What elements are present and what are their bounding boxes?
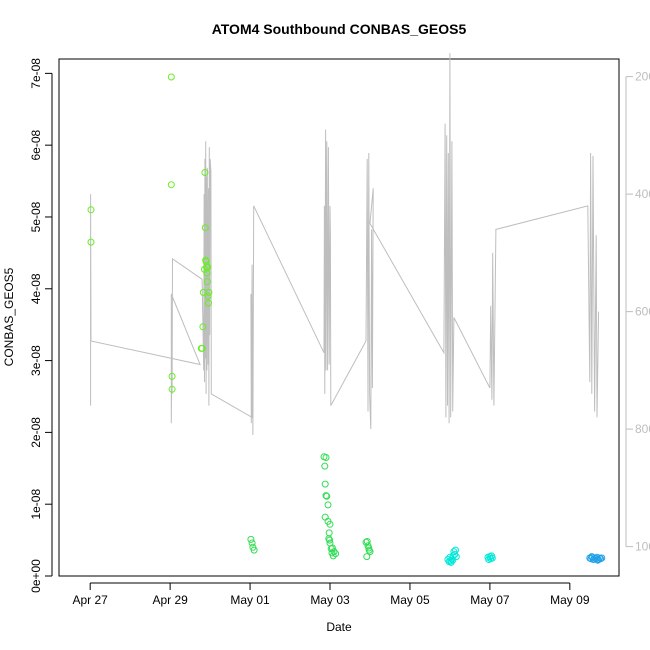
data-point: [363, 553, 371, 561]
x-tick-label: May 05: [390, 593, 430, 607]
data-point: [323, 492, 331, 500]
x-tick-label: May 01: [230, 593, 270, 607]
data-point: [203, 278, 211, 286]
y-tick-label: 0e+00: [29, 559, 43, 593]
data-point: [247, 535, 255, 543]
data-point: [204, 292, 212, 300]
y2-axis: 200 400 600 800 1000: [625, 70, 650, 554]
y-tick-label: 6e-08: [29, 130, 43, 161]
y2-tick-label: 1000: [635, 540, 650, 554]
data-point: [201, 169, 209, 176]
data-point: [87, 206, 95, 214]
data-point: [324, 501, 332, 509]
data-point: [598, 554, 606, 562]
data-point: [365, 544, 373, 552]
data-point: [168, 385, 176, 393]
y-axis: 0e+00 1e-08 2e-08 3e-08 4e-08 5e-08 6e-08 7e-08: [29, 58, 53, 593]
data-point: [366, 548, 374, 556]
plot-border: [58, 58, 620, 577]
data-point: [329, 552, 337, 560]
data-point: [326, 536, 334, 544]
y-tick-label: 2e-08: [29, 417, 43, 448]
data-point: [321, 462, 329, 470]
x-axis-label: Date: [326, 620, 352, 634]
data-point: [199, 323, 207, 331]
data-point: [328, 544, 336, 552]
y-tick-label: 5e-08: [29, 201, 43, 232]
y-tick-label: 3e-08: [29, 345, 43, 376]
points-layer: [87, 73, 606, 566]
data-point: [205, 288, 213, 296]
chart-title: ATOM4 Southbound CONBAS_GEOS5: [212, 21, 467, 37]
data-point: [205, 299, 212, 307]
x-tick-label: May 09: [550, 593, 590, 607]
data-point: [326, 520, 334, 528]
data-point: [325, 529, 333, 537]
data-point: [588, 553, 596, 561]
data-point: [248, 539, 256, 547]
y-tick-label: 1e-08: [29, 489, 43, 520]
y-axis-label: CONBAS_GEOS5: [2, 267, 16, 366]
data-point: [595, 554, 603, 562]
y2-tick-label: 200: [635, 70, 650, 84]
data-point: [168, 372, 176, 380]
y2-tick-label: 600: [635, 305, 650, 319]
data-point: [204, 263, 212, 271]
y-tick-label: 4e-08: [29, 273, 43, 304]
x-tick-label: Apr 27: [72, 593, 108, 607]
data-point: [449, 552, 457, 560]
x-axis: Apr 27 Apr 29 May 01 May 03 May 05 May 07 May …: [72, 582, 590, 607]
pressure-series-line: [90, 53, 600, 436]
x-tick-label: May 07: [470, 593, 510, 607]
x-tick-label: Apr 29: [152, 593, 188, 607]
pressure-line-layer: [90, 53, 600, 436]
x-tick-label: May 03: [310, 593, 350, 607]
data-point: [167, 73, 175, 81]
data-point: [325, 535, 333, 543]
data-point: [87, 238, 95, 246]
data-point: [321, 480, 329, 488]
data-point: [363, 538, 371, 545]
data-point: [250, 546, 258, 554]
data-point: [167, 181, 175, 189]
data-point: [201, 224, 209, 232]
data-point: [330, 548, 338, 556]
y-tick-label: 7e-08: [29, 58, 43, 89]
data-point: [449, 556, 457, 564]
data-point: [452, 553, 460, 561]
y2-tick-label: 800: [635, 422, 650, 436]
data-point: [322, 454, 330, 461]
data-point: [594, 556, 602, 564]
data-point: [362, 538, 370, 546]
data-point: [322, 492, 330, 500]
data-point: [452, 546, 459, 554]
data-point: [198, 344, 206, 352]
data-point: [321, 513, 329, 521]
data-point: [332, 550, 340, 558]
data-point: [488, 554, 496, 562]
data-point: [447, 558, 455, 566]
y2-tick-label: 400: [635, 187, 650, 201]
